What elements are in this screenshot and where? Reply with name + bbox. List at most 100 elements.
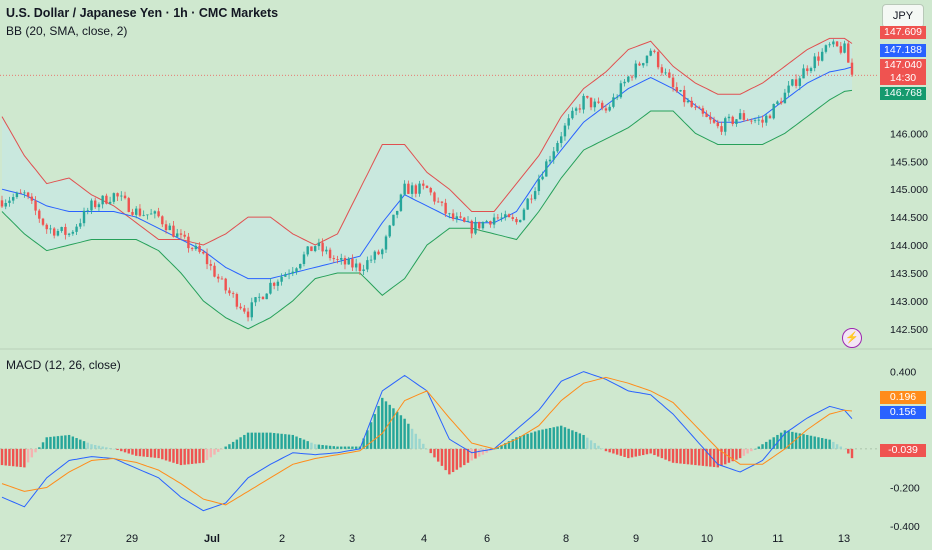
- candle-body: [399, 194, 403, 211]
- candle-body: [518, 219, 522, 223]
- macd-histogram-bar: [302, 439, 306, 449]
- signal-tag: 0.196: [880, 391, 926, 404]
- candle-body: [75, 226, 78, 232]
- macd-histogram-bar: [179, 448, 183, 466]
- macd-histogram-bar: [243, 434, 246, 449]
- macd-histogram-bar: [683, 448, 686, 464]
- macd-histogram-bar: [261, 432, 265, 449]
- candle-body: [336, 259, 339, 260]
- candle-body: [101, 195, 104, 205]
- lower-band-line: [1, 89, 853, 330]
- macd-histogram-bar: [578, 433, 582, 449]
- bb-indicator-label[interactable]: BB (20, SMA, close, 2): [6, 24, 128, 38]
- macd-histogram-bar: [504, 443, 507, 449]
- candle-body: [463, 217, 466, 222]
- macd-histogram-bar: [567, 428, 570, 449]
- macd-histogram-bar: [850, 448, 854, 459]
- macd-histogram-bar: [90, 444, 93, 449]
- candle-body: [619, 83, 623, 98]
- macd-histogram-bar: [746, 448, 749, 454]
- candle-body: [183, 234, 186, 237]
- macd-histogram-bar: [142, 448, 145, 457]
- macd-histogram-bar: [798, 433, 802, 449]
- last-price-tag: 147.040: [880, 59, 926, 72]
- candle-body: [645, 55, 649, 64]
- candle-body: [671, 77, 675, 88]
- macd-histogram-bar: [574, 431, 578, 449]
- macd-histogram-bar: [511, 439, 514, 449]
- candle-body: [243, 308, 246, 312]
- macd-histogram-bar: [847, 448, 850, 454]
- macd-histogram-bar: [597, 445, 600, 449]
- candle-body: [526, 198, 529, 210]
- macd-histogram-bar: [772, 437, 775, 449]
- candle-body: [407, 183, 410, 194]
- candle-body: [306, 246, 309, 255]
- macd-histogram-bar: [213, 448, 216, 455]
- macd-histogram-bar: [526, 433, 529, 449]
- macd-histogram-bar: [295, 436, 298, 449]
- candle-body: [690, 100, 693, 107]
- candle-body: [209, 264, 212, 266]
- macd-histogram-bar: [34, 448, 37, 453]
- candle-body: [832, 41, 835, 45]
- macd-histogram-bar: [705, 448, 708, 467]
- macd-histogram-bar: [187, 448, 190, 465]
- candle-body: [679, 90, 682, 92]
- candle-body: [366, 260, 369, 270]
- candle-body: [504, 214, 507, 218]
- candle-body: [720, 126, 723, 132]
- candle-body: [153, 211, 157, 214]
- candle-body: [552, 151, 555, 160]
- candle-body: [623, 81, 626, 84]
- macd-histogram-bar: [623, 448, 626, 457]
- candle-body: [190, 248, 194, 250]
- candle-body: [239, 306, 242, 309]
- macd-indicator-label[interactable]: MACD (12, 26, close): [6, 358, 121, 372]
- candle-body: [686, 100, 690, 103]
- macd-histogram-bar: [448, 448, 451, 475]
- macd-histogram-bar: [105, 447, 108, 449]
- candle-body: [697, 107, 701, 109]
- candle-body: [660, 67, 664, 73]
- candle-body: [843, 43, 846, 53]
- macd-histogram-bar: [455, 448, 459, 470]
- candle-body: [146, 214, 149, 216]
- candle-body: [97, 204, 101, 208]
- bolt-icon[interactable]: ⚡: [842, 328, 862, 348]
- macd-histogram-bar: [470, 448, 473, 461]
- price-tick-label: 146.000: [890, 128, 928, 140]
- candle-body: [738, 113, 742, 120]
- macd-histogram-bar: [153, 448, 157, 458]
- date-tick-label: 4: [421, 533, 427, 545]
- candle-body: [220, 278, 224, 280]
- candle-body: [783, 92, 787, 104]
- macd-histogram-bar: [280, 433, 283, 449]
- date-tick-label: 6: [484, 533, 490, 545]
- macd-histogram-bar: [843, 448, 846, 450]
- macd-histogram-bar: [321, 445, 324, 449]
- macd-histogram-bar: [630, 448, 634, 458]
- macd-histogram-bar: [15, 448, 19, 467]
- macd-histogram-bar: [582, 434, 585, 449]
- macd-histogram-bar: [619, 448, 623, 456]
- macd-histogram-bar: [541, 429, 544, 449]
- macd-histogram-bar: [284, 434, 287, 449]
- candle-body: [340, 258, 343, 260]
- currency-button[interactable]: JPY: [882, 4, 924, 28]
- candle-body: [653, 50, 656, 52]
- candle-body: [64, 226, 67, 235]
- macd-histogram-bar: [750, 448, 753, 452]
- candle-body: [477, 221, 481, 229]
- date-tick-label: 13: [838, 533, 850, 545]
- candle-body: [515, 218, 518, 223]
- candle-body: [638, 63, 641, 66]
- macd-histogram-bar: [388, 404, 391, 449]
- macd-histogram-bar: [649, 448, 652, 454]
- macd-histogram-bar: [515, 437, 518, 449]
- date-tick-label: 27: [60, 533, 72, 545]
- candle-body: [839, 46, 843, 53]
- candle-body: [187, 236, 190, 249]
- candle-body: [235, 294, 239, 307]
